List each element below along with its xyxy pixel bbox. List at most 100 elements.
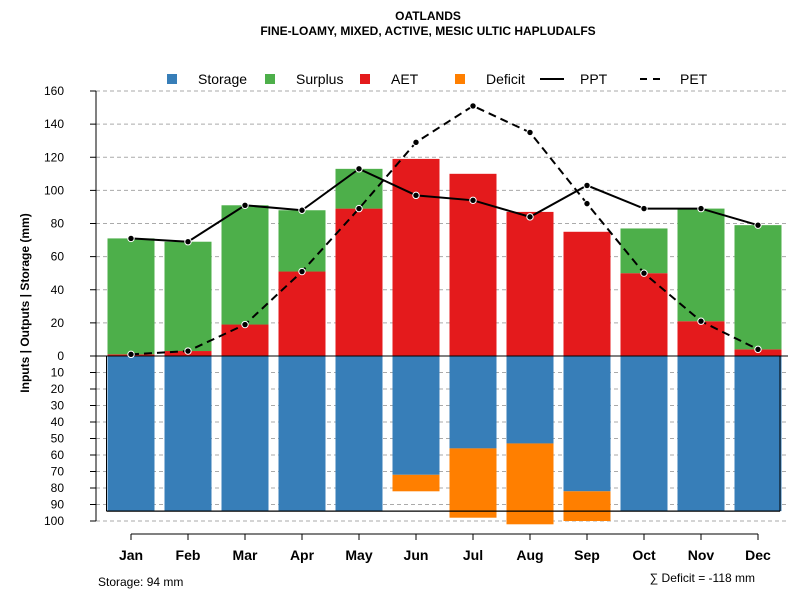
surplus-bar-feb bbox=[164, 241, 212, 352]
storage-footnote: Storage: 94 mm bbox=[98, 575, 183, 589]
ppt-point-jun bbox=[412, 191, 420, 200]
chart-title: OATLANDS bbox=[395, 9, 461, 23]
y-tick-label-upper: 100 bbox=[44, 183, 64, 197]
deficit-bar-aug bbox=[506, 443, 554, 525]
pet-point-sep bbox=[583, 199, 591, 208]
legend-label-pet: PET bbox=[680, 71, 708, 87]
pet-point-jan bbox=[127, 350, 135, 359]
pet-line bbox=[130, 104, 759, 356]
legend-label-surplus: Surplus bbox=[296, 71, 343, 87]
pet-point-jul bbox=[469, 102, 477, 110]
aet-bar-may bbox=[335, 208, 383, 356]
pet-point-apr bbox=[298, 267, 306, 276]
aet-legend-swatch bbox=[360, 74, 370, 84]
storage-bar-dec bbox=[734, 356, 782, 512]
legend-item-storage: Storage bbox=[167, 71, 247, 87]
aet-bar-nov bbox=[677, 321, 725, 356]
surplus-bar-mar bbox=[221, 205, 269, 325]
storage-bar-jan bbox=[107, 356, 155, 512]
deficit-bar-sep bbox=[563, 491, 611, 521]
y-tick-label-lower: 50 bbox=[51, 432, 65, 446]
legend-item-deficit: Deficit bbox=[455, 71, 525, 87]
storage-bar-apr bbox=[278, 356, 326, 512]
ppt-point-nov bbox=[697, 204, 705, 213]
y-tick-label-lower: 10 bbox=[51, 366, 65, 380]
surplus-bar-jan bbox=[107, 238, 155, 355]
bars bbox=[107, 158, 782, 525]
aet-bar-aug bbox=[506, 211, 554, 356]
legend-label-storage: Storage bbox=[198, 71, 247, 87]
legend-item-ppt: PPT bbox=[540, 71, 608, 87]
x-tick-label-oct: Oct bbox=[632, 547, 656, 563]
ppt-point-sep bbox=[583, 181, 591, 190]
legend-label-deficit: Deficit bbox=[486, 71, 525, 87]
y-tick-label-upper: 80 bbox=[51, 217, 65, 231]
y-tick-label-upper: 60 bbox=[51, 250, 65, 264]
y-tick-label-lower: 80 bbox=[51, 481, 65, 495]
ppt-line bbox=[130, 167, 759, 243]
storage-bar-jun bbox=[392, 356, 440, 475]
surplus-legend-swatch bbox=[265, 74, 275, 84]
y-tick-label-lower: 90 bbox=[51, 498, 65, 512]
x-tick-label-dec: Dec bbox=[745, 547, 771, 563]
pet-point-nov bbox=[697, 317, 705, 325]
storage-bar-jul bbox=[449, 356, 497, 449]
x-tick-label-sep: Sep bbox=[574, 547, 600, 563]
legend-item-surplus: Surplus bbox=[265, 71, 343, 87]
storage-bar-nov bbox=[677, 356, 725, 512]
x-tick-label-apr: Apr bbox=[290, 547, 315, 563]
storage-bar-oct bbox=[620, 356, 668, 512]
ppt-point-jul bbox=[469, 196, 477, 205]
pet-point-jun bbox=[412, 138, 420, 147]
x-tick-label-jan: Jan bbox=[119, 547, 143, 563]
axes: 0 20 40 60 80 100 120 140 160 10 20 30 40 50 60 70 80 90 1… bbox=[44, 84, 771, 563]
chart-frame bbox=[96, 355, 788, 512]
x-tick-label-may: May bbox=[345, 547, 372, 563]
deficit-bar-jun bbox=[392, 474, 440, 492]
storage-bar-sep bbox=[563, 356, 611, 492]
deficit-bar-jul bbox=[449, 448, 497, 518]
surplus-bar-apr bbox=[278, 210, 326, 272]
x-tick-label-jun: Jun bbox=[404, 547, 429, 563]
storage-bar-may bbox=[335, 356, 383, 512]
ppt-point-apr bbox=[298, 206, 306, 214]
chart-subtitle: FINE-LOAMY, MIXED, ACTIVE, MESIC ULTIC H… bbox=[260, 24, 595, 38]
deficit-legend-swatch bbox=[455, 74, 465, 84]
aet-bar-mar bbox=[221, 324, 269, 356]
legend-label-aet: AET bbox=[391, 71, 419, 87]
legend-item-pet: PET bbox=[640, 71, 708, 87]
y-tick-label-lower: 60 bbox=[51, 448, 65, 462]
series-lines bbox=[127, 102, 762, 359]
ppt-point-may bbox=[355, 165, 363, 173]
x-tick-label-feb: Feb bbox=[176, 547, 201, 563]
deficit-footnote: ∑ Deficit = -118 mm bbox=[650, 571, 755, 585]
y-tick-label-upper: 160 bbox=[44, 84, 64, 98]
ppt-point-jan bbox=[127, 234, 135, 243]
y-axis-label: Inputs | Outputs | Storage (mm) bbox=[18, 213, 32, 392]
storage-bar-aug bbox=[506, 356, 554, 444]
legend: Storage Surplus AET Deficit PPT PET bbox=[167, 71, 708, 87]
y-tick-label-upper: 120 bbox=[44, 150, 64, 164]
ppt-point-dec bbox=[754, 221, 762, 229]
storage-bar-feb bbox=[164, 356, 212, 512]
ppt-point-feb bbox=[184, 238, 192, 246]
pet-point-feb bbox=[184, 347, 192, 355]
pet-point-may bbox=[355, 204, 363, 213]
pet-point-mar bbox=[241, 320, 249, 329]
y-tick-label-lower: 40 bbox=[51, 415, 65, 429]
ppt-point-aug bbox=[526, 213, 534, 221]
x-tick-label-mar: Mar bbox=[233, 547, 258, 563]
y-tick-label-lower: 100 bbox=[44, 514, 64, 528]
ppt-point-mar bbox=[241, 201, 249, 209]
y-tick-label-lower: 20 bbox=[51, 382, 65, 396]
legend-label-ppt: PPT bbox=[580, 71, 608, 87]
ppt-point-oct bbox=[640, 204, 648, 213]
aet-bar-apr bbox=[278, 271, 326, 356]
pet-point-oct bbox=[640, 269, 648, 277]
storage-legend-swatch bbox=[167, 74, 177, 84]
pet-point-aug bbox=[526, 128, 534, 137]
x-tick-label-nov: Nov bbox=[688, 547, 715, 563]
surplus-bar-may bbox=[335, 168, 383, 209]
